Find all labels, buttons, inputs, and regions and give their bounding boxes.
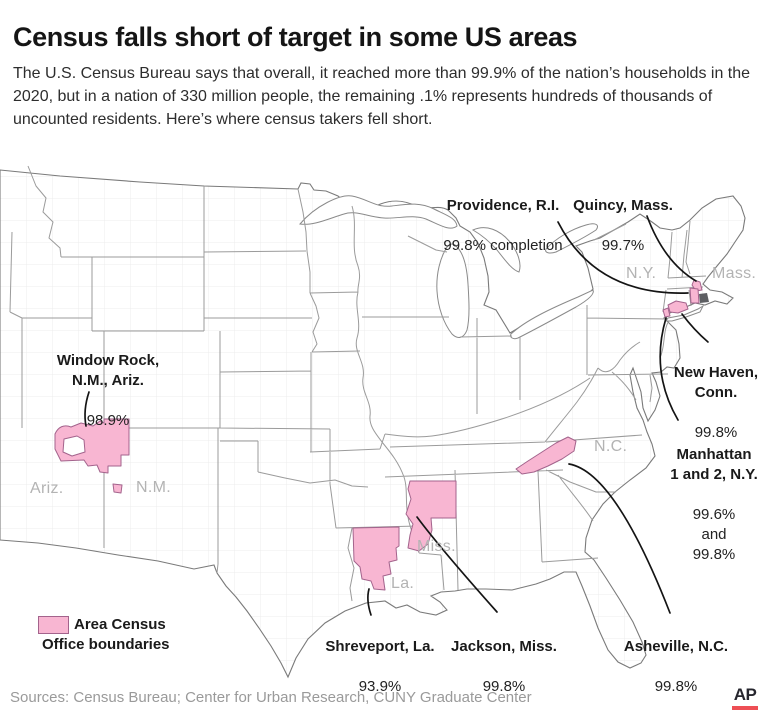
annotation-place: Providence, R.I.: [446, 197, 560, 214]
annotation-window-rock: Window Rock, N.M., Ariz. 98.9%: [38, 331, 178, 451]
callout-new-haven-line: [681, 313, 709, 343]
annotation-jackson: Jackson, Miss. 99.8%: [444, 617, 564, 717]
highlight-providence: [689, 287, 700, 304]
callout-shreveport-line: [367, 588, 372, 616]
annotation-place: Manhattan 1 and 2, N.Y.: [670, 446, 758, 483]
lake-superior: [299, 195, 458, 229]
annotation-place: Window Rock, N.M., Ariz.: [56, 352, 160, 389]
highlight-window-rock: [54, 418, 130, 474]
annotation-value: 99.7%: [601, 237, 645, 254]
annotation-value: 93.9%: [358, 678, 402, 695]
ap-logo-underline: [732, 706, 758, 710]
annotation-new-haven: New Haven, Conn. 99.8%: [668, 343, 761, 463]
page-title: Census falls short of target in some US …: [13, 22, 578, 52]
callout-jackson-line: [416, 516, 498, 613]
annotation-quincy: Quincy, Mass. 99.7%: [553, 176, 693, 276]
annotation-place: New Haven, Conn.: [673, 364, 759, 401]
intro-paragraph: The U.S. Census Bureau says that overall…: [13, 65, 751, 128]
annotation-place: Asheville, N.C.: [623, 638, 729, 655]
annotation-place: Quincy, Mass.: [573, 197, 673, 214]
annotation-shreveport: Shreveport, La. 93.9%: [320, 617, 440, 717]
lake-erie: [510, 289, 594, 340]
highlight-jackson: [405, 480, 457, 552]
unreadable-area: [699, 293, 709, 303]
callout-quincy-line: [646, 215, 697, 282]
annotation-value: 99.6% and 99.8%: [692, 506, 736, 563]
annotation-value: 98.9%: [86, 412, 130, 429]
state-label-nc: N.C.: [594, 438, 628, 455]
annotation-manhattan: Manhattan 1 and 2, N.Y. 99.6% and 99.8%: [664, 425, 761, 585]
legend-label-line1: Area Census: [74, 616, 166, 633]
annotation-providence: Providence, R.I. 99.8% completion: [428, 176, 578, 276]
state-label-ariz: Ariz.: [30, 480, 64, 497]
annotation-place: Jackson, Miss.: [451, 638, 557, 655]
state-label-mass: Mass.: [712, 265, 757, 282]
legend-swatch: [38, 616, 69, 634]
state-label-nm: N.M.: [136, 479, 171, 496]
callout-providence-line: [557, 221, 689, 294]
state-label-la: La.: [391, 575, 415, 592]
annotation-value: 99.8%: [482, 678, 526, 695]
callout-manhattan-line: [659, 317, 679, 421]
lake-ontario: [545, 223, 599, 254]
annotation-asheville: Asheville, N.C. 99.8%: [616, 617, 736, 717]
highlight-asheville: [515, 436, 577, 475]
highlight-new-haven: [667, 300, 689, 314]
highlight-window-rock-hole: [62, 435, 86, 457]
annotation-value: 99.8%: [694, 424, 738, 441]
legend-label-line2: Office boundaries: [42, 636, 170, 653]
annotation-place: Shreveport, La.: [325, 638, 435, 655]
lake-huron: [471, 227, 521, 273]
ap-logo: AP: [731, 685, 759, 710]
long-island: [665, 304, 705, 322]
annotation-value: 99.8% completion: [443, 237, 563, 254]
ap-logo-text: AP: [733, 685, 757, 704]
callout-window-rock-line: [84, 391, 90, 427]
callout-asheville-line: [568, 463, 671, 614]
state-label-miss: Miss.: [417, 538, 456, 555]
state-label-ny: N.Y.: [626, 265, 657, 282]
source-line: Sources: Census Bureau; Center for Urban…: [10, 689, 532, 706]
highlight-shreveport: [352, 526, 400, 591]
highlight-manhattan: [662, 307, 671, 318]
annotation-value: 99.8%: [654, 678, 698, 695]
highlight-window-rock-outlier: [112, 483, 123, 494]
lake-michigan: [436, 243, 470, 338]
